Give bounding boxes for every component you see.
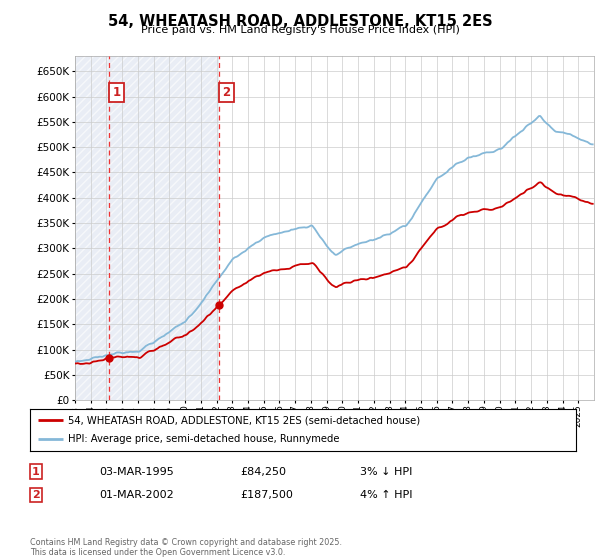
Text: £187,500: £187,500 [240, 490, 293, 500]
Text: 4% ↑ HPI: 4% ↑ HPI [360, 490, 413, 500]
Text: 3% ↓ HPI: 3% ↓ HPI [360, 466, 412, 477]
Text: 54, WHEATASH ROAD, ADDLESTONE, KT15 2ES (semi-detached house): 54, WHEATASH ROAD, ADDLESTONE, KT15 2ES … [68, 415, 421, 425]
Bar [75, 56, 219, 400]
Text: 2: 2 [32, 490, 40, 500]
Text: 03-MAR-1995: 03-MAR-1995 [99, 466, 174, 477]
Text: £84,250: £84,250 [240, 466, 286, 477]
Text: 2: 2 [223, 86, 230, 99]
Bar [75, 56, 219, 400]
Text: Contains HM Land Registry data © Crown copyright and database right 2025.
This d: Contains HM Land Registry data © Crown c… [30, 538, 342, 557]
Text: HPI: Average price, semi-detached house, Runnymede: HPI: Average price, semi-detached house,… [68, 435, 340, 445]
Text: 1: 1 [112, 86, 121, 99]
Text: Price paid vs. HM Land Registry's House Price Index (HPI): Price paid vs. HM Land Registry's House … [140, 25, 460, 35]
Text: 01-MAR-2002: 01-MAR-2002 [99, 490, 174, 500]
Text: 54, WHEATASH ROAD, ADDLESTONE, KT15 2ES: 54, WHEATASH ROAD, ADDLESTONE, KT15 2ES [107, 14, 493, 29]
Text: 1: 1 [32, 466, 40, 477]
